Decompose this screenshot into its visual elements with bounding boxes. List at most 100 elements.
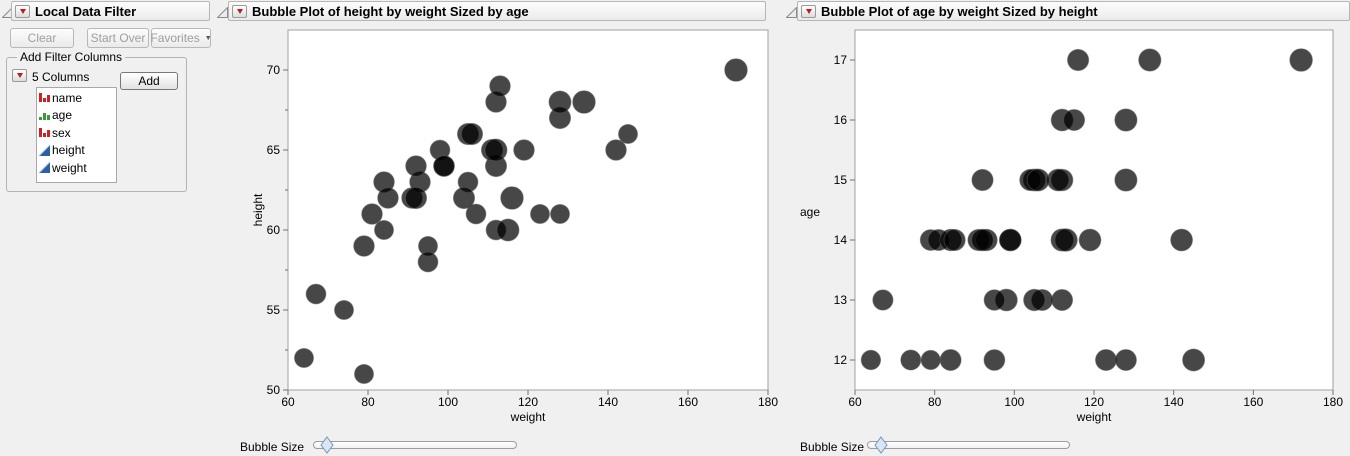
bubble[interactable] [1095,349,1117,371]
bubble[interactable] [971,168,994,192]
plot-area[interactable] [287,29,769,391]
bubble[interactable] [1078,228,1102,252]
filter-column-item-name[interactable]: name [37,89,116,107]
x-tick-label: 80 [361,395,375,409]
red-triangle-icon [805,8,812,14]
bubble[interactable] [1063,109,1086,131]
red-triangle-icon [19,8,26,14]
x-tick-label: 120 [518,395,538,409]
bubble[interactable] [1289,48,1313,72]
y-tick-label: 50 [267,383,281,397]
bubble[interactable] [548,90,572,114]
bubble[interactable] [1067,48,1090,72]
bubble[interactable] [983,289,1006,311]
y-tick-label: 16 [834,113,848,127]
bubble[interactable] [294,348,314,368]
favorites-button-label: Favorites [150,31,200,45]
bubble[interactable] [1046,168,1070,192]
disclosure-triangle-icon[interactable] [217,7,228,18]
bubble-size-slider-thumb[interactable] [320,436,334,454]
bubble[interactable] [1170,228,1194,252]
filter-column-item-sex[interactable]: sex [37,124,116,142]
bubble[interactable] [1138,48,1162,72]
disclosure-triangle-icon[interactable] [786,7,797,18]
favorites-button[interactable]: Favorites ▼ [150,28,212,48]
bubble[interactable] [939,349,962,371]
y-tick-label: 60 [267,223,281,237]
bubble[interactable] [1182,348,1206,372]
column-name: age [52,108,73,123]
bubble[interactable] [618,124,638,144]
bubble[interactable] [353,235,375,257]
bubble-size-slider-track[interactable] [313,436,517,454]
bubble[interactable] [971,228,994,252]
bubble[interactable] [334,300,354,320]
bubble[interactable] [943,228,966,252]
bubble[interactable] [1114,108,1138,132]
bubble-plot-age-by-weight[interactable]: 60 80 100 120 140 160 180 12 13 14 15 16 17 weight a… [783,0,1350,456]
bubble[interactable] [1023,288,1046,312]
bubble[interactable] [513,139,535,161]
add-button[interactable]: Add [120,72,178,90]
chart1-title: Bubble Plot of height by weight Sized by… [252,3,529,19]
bubble[interactable] [484,138,508,162]
filter-column-item-height[interactable]: height [37,142,116,160]
bubble[interactable] [550,204,570,224]
filter-column-item-age[interactable]: age [37,107,116,125]
bubble-size-slider-track[interactable] [867,436,1070,454]
bubble[interactable] [500,186,524,210]
red-triangle-menu-button[interactable] [801,4,816,18]
filter-column-item-weight[interactable]: weight [37,159,116,177]
red-triangle-menu-button[interactable] [232,4,247,18]
bubble[interactable] [724,58,748,82]
x-tick-label: 100 [1004,395,1024,409]
bubble[interactable] [1114,168,1138,192]
bubble[interactable] [305,283,327,305]
x-tick-label: 140 [598,395,618,409]
bubble[interactable] [361,203,383,225]
bubble[interactable] [374,220,394,240]
bubble[interactable] [983,349,1006,371]
bubble[interactable] [920,349,941,371]
bubble[interactable] [496,218,520,242]
bubble[interactable] [465,203,487,225]
x-tick-label: 120 [1084,395,1104,409]
start-over-button[interactable]: Start Over [87,28,149,48]
bubble[interactable] [404,186,428,210]
clear-button[interactable]: Clear [10,28,74,48]
plot-area[interactable] [854,29,1334,391]
continuous-column-icon [38,161,51,174]
x-tick-label: 180 [758,395,778,409]
bubble[interactable] [872,289,894,311]
bubble[interactable] [433,155,455,177]
bubble[interactable] [1026,168,1050,192]
x-tick-label: 60 [848,395,862,409]
red-triangle-menu-button[interactable] [15,4,30,18]
bubble[interactable] [405,155,427,177]
x-tick-label: 100 [438,395,458,409]
bubble[interactable] [489,75,511,97]
bubble[interactable] [452,186,476,210]
x-tick-label: 140 [1164,395,1184,409]
bubble[interactable] [572,90,596,114]
bubble[interactable] [900,349,922,371]
bubble[interactable] [530,204,550,224]
bubble[interactable] [605,139,627,161]
bubble[interactable] [999,228,1022,252]
bubble[interactable] [354,364,374,384]
red-triangle-icon [236,8,243,14]
bubble[interactable] [1054,228,1078,252]
bubble[interactable] [377,187,399,209]
bubble[interactable] [1051,289,1074,311]
x-tick-label: 160 [678,395,698,409]
bubble[interactable] [460,122,484,146]
x-tick-label: 160 [1243,395,1263,409]
filter-column-list[interactable]: name age sex height weight [36,87,117,183]
bubble[interactable] [1114,349,1137,371]
bubble-plot-height-by-weight[interactable]: 60 80 100 120 140 160 180 50 55 60 65 70 weight hei… [212,0,783,456]
y-tick-label: 70 [267,63,281,77]
bubble[interactable] [860,349,882,371]
columns-red-triangle-button[interactable] [12,69,27,82]
bubble[interactable] [417,251,439,273]
bubble-size-slider-thumb[interactable] [874,436,888,454]
